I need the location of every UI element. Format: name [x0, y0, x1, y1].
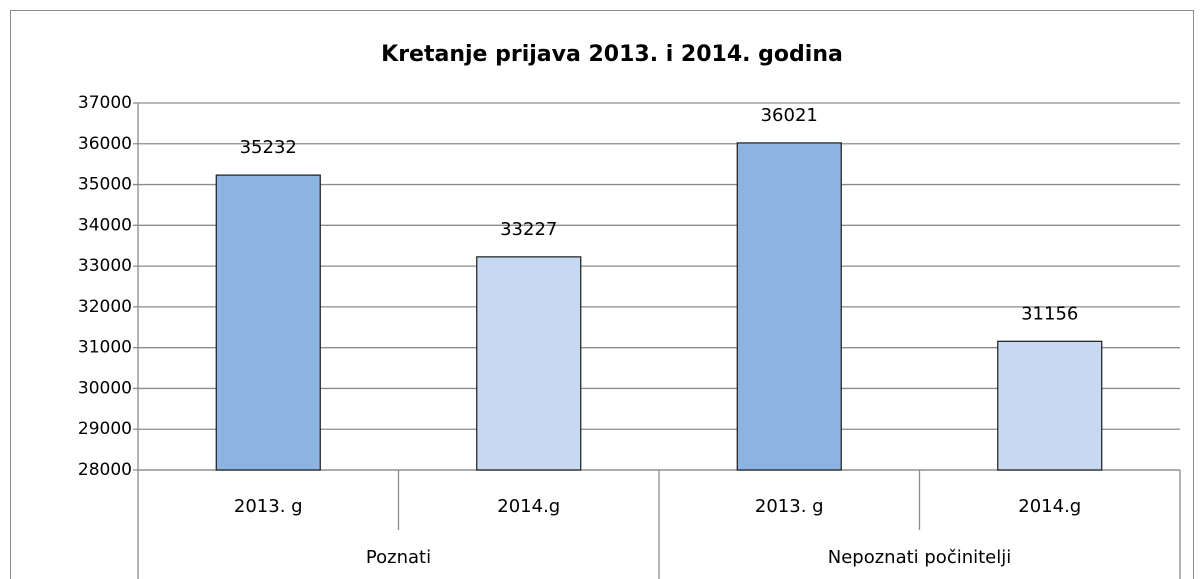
y-tick-label: 35000 [78, 175, 132, 195]
bar [215, 174, 321, 471]
group-label: Nepoznati počinitelji [828, 547, 1012, 568]
y-tick-label: 34000 [78, 215, 132, 235]
data-label: 36021 [761, 105, 818, 126]
bar [997, 340, 1103, 471]
y-tick-label: 31000 [78, 338, 132, 358]
chart-title: Kretanje prijava 2013. i 2014. godina [381, 42, 843, 67]
y-tick-label: 33000 [78, 256, 132, 276]
bar [476, 256, 582, 471]
x-tick-label: 2014.g [497, 496, 560, 517]
data-label: 33227 [500, 219, 557, 240]
y-tick-label: 30000 [78, 378, 132, 398]
y-tick-label: 29000 [78, 419, 132, 439]
bar [736, 142, 842, 471]
chart-border [10, 10, 1194, 579]
y-tick-label: 36000 [78, 134, 132, 154]
y-tick-label: 28000 [78, 460, 132, 480]
data-label: 31156 [1021, 303, 1078, 324]
x-tick-label: 2013. g [234, 496, 303, 517]
data-label: 35232 [240, 137, 297, 158]
x-tick-label: 2014.g [1018, 496, 1081, 517]
y-tick-label: 32000 [78, 297, 132, 317]
group-label: Poznati [366, 547, 431, 568]
y-tick-label: 37000 [78, 93, 132, 113]
x-tick-label: 2013. g [755, 496, 824, 517]
